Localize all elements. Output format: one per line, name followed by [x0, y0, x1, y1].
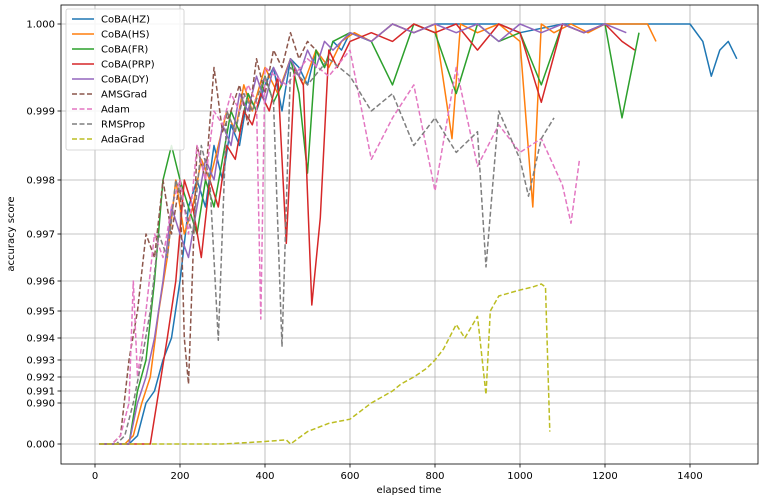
y-tick-label: 0.993: [26, 356, 55, 367]
x-tick-label: 200: [170, 471, 189, 482]
y-tick-label: 0.992: [26, 373, 55, 384]
legend-label: CoBA(HZ): [101, 15, 150, 26]
legend: CoBA(HZ) CoBA(HS) CoBA(FR) CoBA(PRP) CoBA(DY…: [65, 8, 185, 151]
y-tick-label: 0.991: [26, 387, 55, 398]
x-tick-label: 400: [255, 471, 274, 482]
legend-label: CoBA(HS): [101, 30, 150, 41]
y-tick-label: 1.000: [26, 20, 55, 31]
series-line-rmsprop: [99, 58, 555, 445]
x-tick-label: 800: [425, 471, 444, 482]
y-tick-label: 0.995: [26, 307, 55, 318]
legend-label: RMSProp: [101, 120, 145, 131]
legend-label: AMSGrad: [101, 90, 147, 101]
series-line-adagrad: [99, 283, 551, 445]
x-tick-label: 1400: [677, 471, 702, 482]
x-axis-label: elapsed time: [377, 485, 442, 496]
plot-frame: [60, 4, 759, 465]
series-line-adam: [99, 49, 581, 445]
y-axis-label: accuracy score: [6, 196, 17, 271]
y-tick-label: 0.000: [26, 440, 55, 451]
legend-label: CoBA(DY): [101, 75, 149, 86]
y-tick-label: 0.990: [26, 399, 55, 410]
y-tick-label: 0.998: [26, 176, 55, 187]
series-line-coba-dy: [99, 23, 627, 445]
legend-label: AdaGrad: [101, 135, 144, 146]
legend-box: [65, 8, 185, 151]
legend-label: CoBA(PRP): [101, 60, 155, 71]
series-line-coba-prp: [99, 23, 636, 445]
legend-label: Adam: [101, 105, 130, 116]
y-tick-label: 0.996: [26, 277, 55, 288]
legend-label: CoBA(FR): [101, 45, 148, 56]
y-tick-label: 0.997: [26, 230, 55, 241]
tick-layer: 0 200 400 600 800 1000 1200 1400 0.000 0.9900.991…: [26, 20, 702, 483]
y-tick-label: 0.994: [26, 334, 55, 345]
y-tick-label: 0.999: [26, 107, 55, 118]
x-tick-label: 600: [340, 471, 359, 482]
series-line-amsgrad: [99, 31, 317, 445]
x-tick-label: 1000: [507, 471, 532, 482]
grid-layer: [61, 5, 758, 464]
x-tick-label: 0: [92, 471, 98, 482]
x-tick-label: 1200: [592, 471, 617, 482]
series-layer: [99, 23, 738, 445]
